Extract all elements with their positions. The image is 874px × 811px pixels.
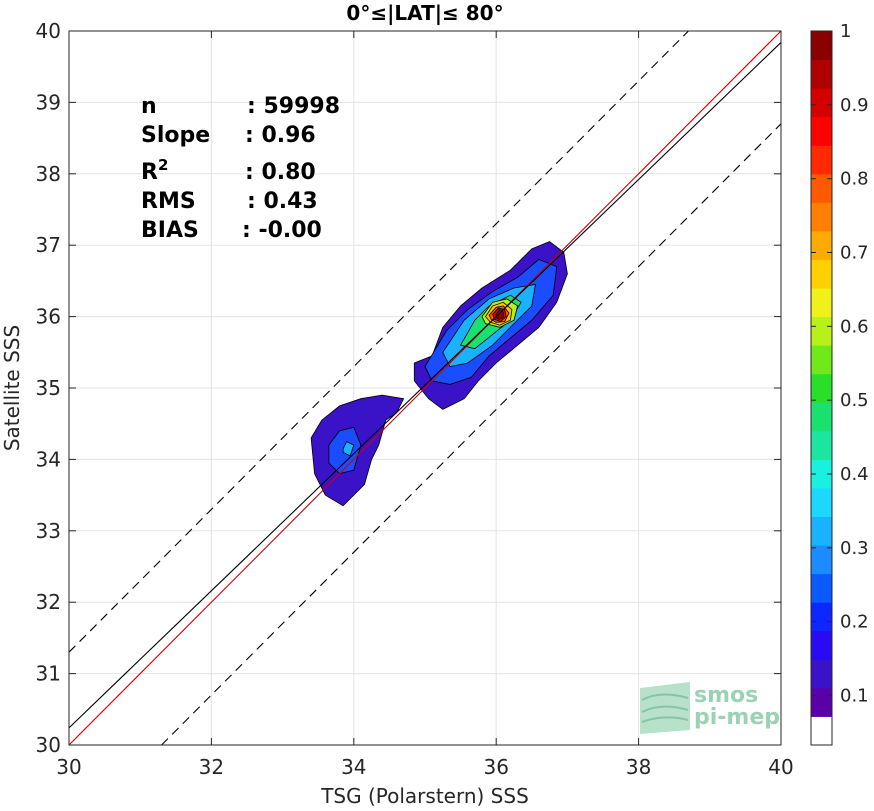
colorbar-segment — [811, 573, 832, 603]
colorbar-tick-label: 0.4 — [840, 464, 869, 485]
regression-line — [68, 42, 782, 729]
colorbar-segment — [811, 716, 832, 746]
colorbar-segment — [811, 145, 832, 175]
stat-value: : 59998 — [247, 94, 340, 119]
colorbar-segment — [811, 516, 832, 546]
smos-pi-mep-logo: smos pi-mep — [640, 682, 780, 734]
colorbar-segment — [811, 31, 832, 61]
stat-value: : 0.43 — [247, 189, 318, 214]
colorbar-segment — [811, 202, 832, 232]
stat-value: : -0.00 — [242, 218, 322, 243]
colorbar-segment — [811, 88, 832, 118]
colorbar-tick-label: 1 — [840, 21, 851, 42]
identity_plus-line — [68, 30, 689, 653]
stat-value: : 0.96 — [245, 123, 316, 148]
x-tick-label: 34 — [341, 755, 366, 779]
colorbar-segment — [811, 402, 832, 432]
x-tick-label: 38 — [626, 755, 651, 779]
colorbar-segment — [811, 345, 832, 375]
colorbar-segment — [811, 116, 832, 146]
colorbar-segment — [811, 288, 832, 318]
colorbar-segment — [811, 230, 832, 260]
colorbar-segment — [811, 316, 832, 346]
stat-label: R2 — [141, 156, 168, 185]
colorbar: 0.1 0.2 0.3 0.4 0.5 0.6 0.7 0.8 0.9 1 — [810, 21, 869, 746]
y-tick-label: 39 — [36, 90, 61, 114]
colorbar-segment — [811, 687, 832, 717]
y-tick-label: 34 — [36, 447, 61, 471]
y-tick-label: 31 — [36, 662, 61, 686]
colorbar-segment — [811, 430, 832, 460]
colorbar-tick-label: 0.8 — [840, 169, 869, 190]
colorbar-segment — [811, 487, 832, 518]
colorbar-tick-label: 0.3 — [840, 538, 869, 559]
colorbar-segment — [811, 602, 832, 632]
identity_minus-line — [161, 123, 782, 746]
colorbar-tick-label: 0.7 — [840, 243, 869, 264]
y-tick-label: 40 — [36, 19, 61, 43]
colorbar-segment — [811, 659, 832, 689]
colorbar-tick-label: 0.5 — [840, 390, 869, 411]
stat-value: : 0.80 — [245, 160, 316, 185]
stat-label: n — [141, 94, 157, 119]
logo-line2: pi-mep — [694, 705, 780, 730]
colorbar-segment — [811, 459, 832, 489]
colorbar-tick-label: 0.6 — [840, 316, 869, 337]
axis-ticks: 30 32 34 36 38 40 30 31 32 33 34 35 36 37 38 39 40 — [36, 19, 794, 779]
identity-line — [68, 30, 782, 746]
x-tick-label: 30 — [56, 755, 81, 779]
y-tick-label: 32 — [36, 590, 61, 614]
stat-label-superscript: 2 — [158, 156, 168, 174]
colorbar-segment — [811, 630, 832, 660]
colorbar-tick-label: 0.1 — [840, 686, 869, 707]
y-tick-label: 36 — [36, 305, 61, 329]
colorbar-segment — [811, 173, 832, 203]
logo-line1: smos — [694, 683, 758, 708]
stat-label: BIAS — [141, 218, 199, 243]
reference-lines — [68, 30, 782, 746]
stat-label: Slope — [141, 123, 210, 148]
x-tick-label: 40 — [768, 755, 793, 779]
colorbar-tick-label: 0.2 — [840, 612, 869, 633]
x-tick-label: 32 — [199, 755, 224, 779]
stat-label: RMS — [141, 189, 196, 214]
y-tick-label: 30 — [36, 733, 61, 757]
x-tick-label: 36 — [483, 755, 508, 779]
chart-title: 0°≤|LAT|≤ 80° — [346, 1, 503, 25]
x-axis-label: TSG (Polarstern) SSS — [320, 784, 529, 808]
colorbar-segment — [811, 59, 832, 89]
colorbar-segment — [811, 259, 832, 289]
statistics-box: n : 59998 Slope : 0.96 R2 : 0.80 RMS : 0.43 BIAS… — [141, 94, 340, 243]
y-tick-label: 38 — [36, 162, 61, 186]
y-tick-label: 33 — [36, 519, 61, 543]
colorbar-segment — [811, 545, 832, 575]
contour-level-0.35 — [342, 441, 355, 457]
logo-waves-detail — [641, 693, 689, 723]
y-tick-label: 37 — [36, 233, 61, 257]
colorbar-tick-label: 0.9 — [840, 95, 869, 116]
colorbar-segment — [811, 373, 832, 403]
colorbar-frame — [810, 30, 833, 746]
y-axis-label: Satellite SSS — [0, 325, 24, 451]
y-tick-label: 35 — [36, 376, 61, 400]
